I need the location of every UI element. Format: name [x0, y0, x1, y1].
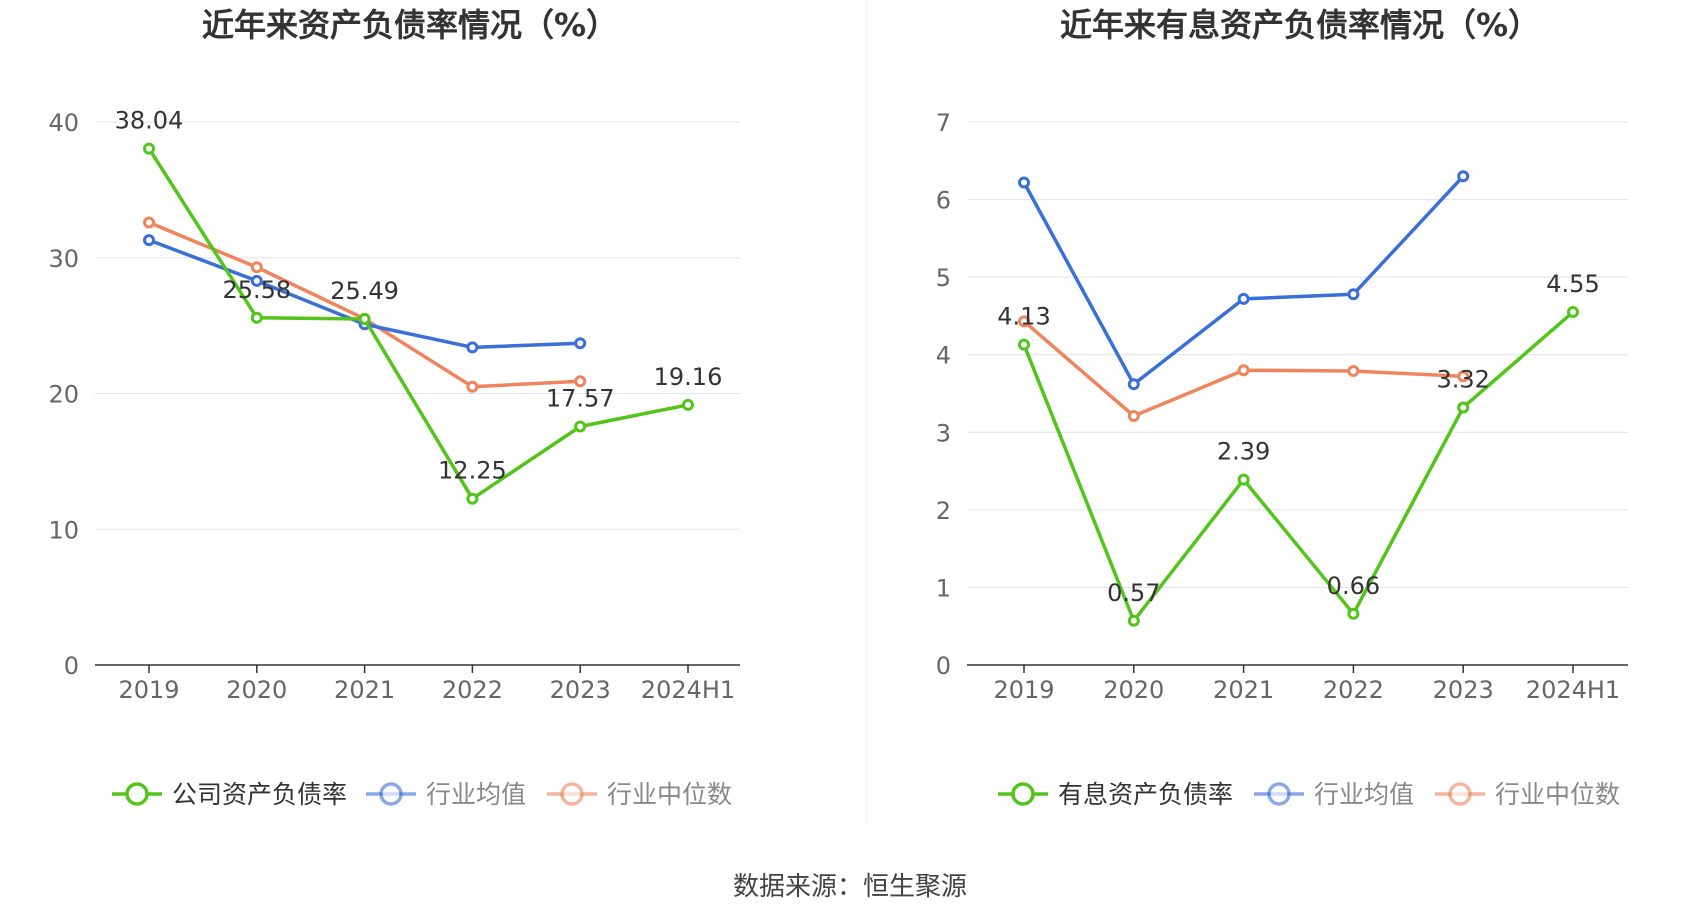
- data-point: [466, 492, 479, 505]
- y-tick-label: 0: [936, 652, 951, 680]
- data-point: [358, 312, 371, 325]
- legend-label: 行业中位数: [1495, 780, 1620, 809]
- series-line-1: [1022, 175, 1465, 386]
- y-tick-label: 0: [64, 652, 79, 680]
- data-point: [1347, 365, 1360, 378]
- data-label: 12.25: [438, 457, 507, 485]
- data-label: 0.66: [1327, 572, 1380, 600]
- data-point: [250, 274, 263, 287]
- data-point: [466, 380, 479, 393]
- y-tick-label: 3: [936, 419, 951, 447]
- x-tick-label: 2019: [118, 676, 179, 704]
- data-point: [466, 341, 479, 354]
- data-point: [1457, 401, 1470, 414]
- data-point: [1237, 473, 1250, 486]
- y-tick-label: 40: [48, 109, 79, 137]
- data-label: 19.16: [654, 363, 723, 391]
- legend-swatch-marker: [379, 782, 403, 806]
- data-point: [1347, 607, 1360, 620]
- chart-debt-ratio: 近年来资产负债率情况（%） 0 10 20 30 40 2019 2020 2021 2022 20…: [48, 6, 740, 809]
- data-label: 25.49: [330, 277, 399, 305]
- x-tick-label: 2022: [442, 676, 503, 704]
- data-label: 25.58: [222, 276, 291, 304]
- data-point: [1347, 288, 1360, 301]
- data-point: [1127, 409, 1140, 422]
- y-tick-label: 4: [936, 342, 951, 370]
- y-tick-label: 2: [936, 497, 951, 525]
- legend-label: 行业中位数: [607, 780, 732, 809]
- data-point: [574, 337, 587, 350]
- legend-swatch-marker: [1448, 782, 1472, 806]
- legend-label: 行业均值: [1314, 780, 1414, 809]
- chart-title: 近年来有息资产负债率情况（%）: [1060, 6, 1540, 44]
- data-label: 3.32: [1436, 365, 1489, 393]
- data-label: 38.04: [115, 107, 184, 135]
- data-point: [1567, 306, 1579, 319]
- series-line-0: [1022, 310, 1575, 623]
- data-point: [682, 398, 694, 411]
- x-tick-label: 2023: [550, 676, 611, 704]
- y-tick-label: 30: [48, 245, 79, 273]
- y-tick-label: 5: [936, 264, 951, 292]
- x-tick-label: 2019: [993, 676, 1054, 704]
- data-point: [143, 142, 155, 155]
- legend-label: 行业均值: [426, 780, 526, 809]
- x-tick-label: 2023: [1433, 676, 1494, 704]
- data-point: [1237, 364, 1250, 377]
- x-tick-label: 2021: [1213, 676, 1274, 704]
- legend-label: 公司资产负债率: [172, 780, 347, 809]
- x-tick-label: 2024H1: [1526, 676, 1620, 704]
- data-point: [1457, 370, 1470, 383]
- legend-swatch-marker: [560, 782, 584, 806]
- data-point: [250, 311, 263, 324]
- data-point: [143, 216, 155, 229]
- data-point: [1237, 292, 1250, 305]
- legend-swatch-marker: [1267, 782, 1291, 806]
- legend-label: 有息资产负债率: [1058, 780, 1233, 809]
- data-point: [1018, 338, 1030, 351]
- x-tick-label: 2020: [1103, 676, 1164, 704]
- x-tick-label: 2022: [1323, 676, 1384, 704]
- data-point: [574, 420, 587, 433]
- data-point: [1127, 614, 1140, 627]
- legend-swatch-marker: [1011, 782, 1035, 806]
- data-label: 4.55: [1546, 270, 1599, 298]
- x-tick-label: 2020: [226, 676, 287, 704]
- x-tick-label: 2021: [334, 676, 395, 704]
- data-point: [143, 234, 155, 247]
- data-point: [1018, 315, 1030, 328]
- x-tick-label: 2024H1: [641, 676, 735, 704]
- data-point: [1457, 170, 1470, 183]
- data-point: [1127, 378, 1140, 391]
- y-tick-label: 20: [48, 381, 79, 409]
- y-tick-label: 6: [936, 187, 951, 215]
- y-tick-label: 7: [936, 109, 951, 137]
- data-point: [574, 375, 587, 388]
- chart-title: 近年来资产负债率情况（%）: [202, 6, 618, 44]
- data-label: 17.57: [546, 384, 615, 412]
- chart-interest-bearing-debt-ratio: 近年来有息资产负债率情况（%） 0 1 2 3 4 5 6 7 2019 2020 2021 2022 2…: [936, 6, 1628, 809]
- series-line-0: [147, 147, 689, 501]
- data-source-note: 数据来源：恒生聚源: [732, 872, 967, 902]
- y-tick-label: 1: [936, 574, 951, 602]
- data-point: [250, 261, 263, 274]
- y-tick-label: 10: [48, 516, 79, 544]
- data-point: [1018, 176, 1030, 189]
- data-label: 4.13: [997, 303, 1050, 331]
- data-label: 0.57: [1107, 579, 1160, 607]
- data-label: 2.39: [1217, 438, 1270, 466]
- legend-swatch-marker: [125, 782, 149, 806]
